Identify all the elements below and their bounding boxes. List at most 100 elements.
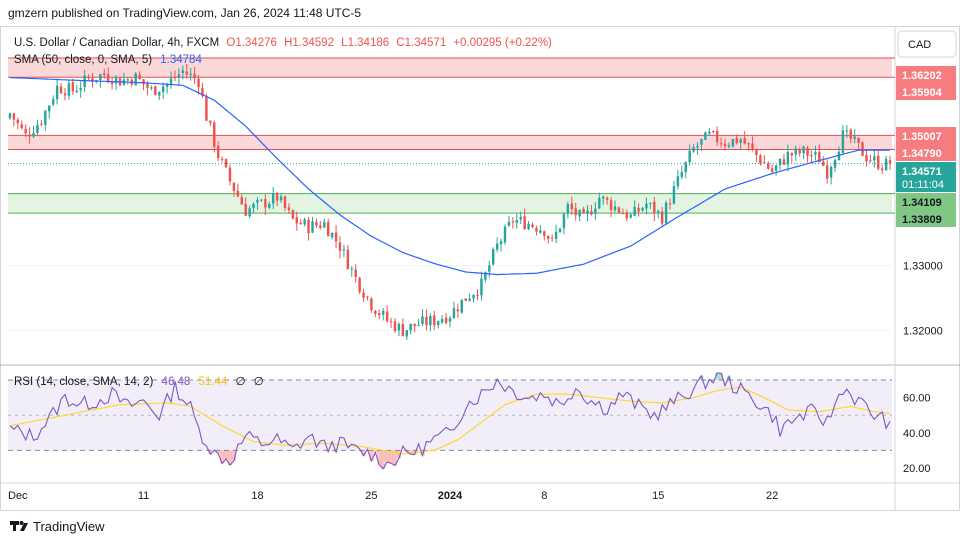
zone-3	[8, 193, 892, 214]
time-tick-label: 25	[365, 490, 377, 502]
candle-body	[700, 139, 703, 145]
candle-body	[837, 151, 841, 161]
candle-body	[798, 149, 801, 154]
candle-body	[79, 87, 82, 91]
sma-legend-value: 1.34784	[160, 54, 202, 66]
candle-body	[32, 133, 35, 137]
rsi-oversold-fill	[223, 450, 229, 459]
candle-body	[55, 85, 59, 100]
sma-line	[9, 77, 890, 276]
candle-body	[220, 158, 224, 160]
candle-body	[790, 153, 794, 156]
rsi-oversold-fill	[388, 450, 394, 464]
candle-body	[236, 190, 240, 197]
candle-body	[378, 313, 381, 316]
candle-body	[358, 277, 361, 292]
candle-body	[374, 310, 377, 314]
rsi-oversold-fill	[216, 450, 221, 454]
currency-button[interactable]: CAD	[897, 30, 957, 58]
time-tick-label: 15	[652, 490, 664, 502]
candle-body	[731, 139, 735, 147]
candle-body	[158, 91, 161, 96]
zone-2	[8, 135, 892, 150]
svg-text:1.34790: 1.34790	[902, 148, 942, 160]
candle-body	[708, 131, 711, 134]
candle-body	[303, 219, 306, 225]
candle-body	[8, 113, 12, 119]
candle-body	[605, 197, 609, 200]
candle-body	[224, 159, 228, 167]
candle-body	[558, 228, 562, 233]
candle-body	[491, 249, 495, 265]
rsi-oversold-fill	[381, 450, 386, 469]
rsi-oversold-fill	[392, 450, 398, 466]
candle-body	[649, 202, 652, 204]
candle-body	[350, 268, 353, 270]
candle-body	[330, 233, 334, 238]
svg-text:1.36202: 1.36202	[902, 70, 942, 82]
candle-body	[668, 203, 672, 205]
candle-body	[311, 221, 314, 233]
candle-body	[342, 249, 346, 251]
candle-body	[201, 88, 204, 97]
candle-body	[715, 130, 719, 143]
candle-body	[570, 203, 574, 210]
candle-body	[582, 208, 585, 214]
candle-body	[315, 222, 318, 226]
price-tick-label: 1.32000	[903, 325, 943, 337]
candle-body	[495, 243, 499, 250]
candle-body	[307, 219, 310, 234]
candle-body	[499, 241, 503, 245]
candle-body	[460, 299, 464, 313]
candle-body	[193, 73, 196, 79]
price-gridlines	[8, 264, 892, 331]
candle-body	[810, 155, 813, 157]
rsi-oversold-fill	[385, 450, 390, 462]
time-tick-label: 11	[138, 490, 149, 502]
candle-body	[338, 242, 342, 251]
tradingview-logo: TradingView	[10, 519, 105, 534]
candle-body	[36, 124, 39, 134]
candlestick-series	[8, 63, 892, 341]
price-axis-ticks: 1.32000 1.33000	[903, 260, 943, 337]
candle-body	[841, 130, 845, 153]
candle-body	[613, 206, 617, 211]
candle-body	[181, 70, 185, 74]
candle-body	[165, 83, 169, 87]
candle-body	[877, 155, 880, 169]
candle-body	[63, 93, 67, 96]
candle-body	[507, 221, 511, 226]
candle-body	[264, 199, 267, 208]
rsi-oversold-fill	[208, 450, 213, 455]
candle-body	[425, 316, 428, 326]
candle-body	[232, 182, 236, 191]
candle-body	[566, 204, 570, 214]
tradingview-brand: TradingView	[33, 519, 105, 534]
candle-body	[448, 317, 452, 322]
candle-body	[295, 217, 298, 224]
candle-body	[389, 321, 393, 323]
candle-body	[609, 200, 613, 211]
rsi-overbought-oversold-fills	[208, 372, 732, 469]
candle-body	[515, 220, 519, 223]
candle-body	[598, 197, 601, 209]
candle-body	[723, 143, 727, 147]
svg-text:SMA (50, close, 0, SMA, 5): SMA (50, close, 0, SMA, 5) 1.34784	[14, 54, 202, 66]
candle-body	[362, 292, 365, 298]
candle-body	[747, 143, 750, 145]
candle-body	[488, 265, 491, 272]
time-tick-label: 18	[251, 490, 263, 502]
candle-body	[405, 330, 409, 337]
candle-body	[727, 145, 731, 147]
candle-body	[421, 316, 424, 325]
candle-body	[99, 74, 102, 81]
candle-body	[299, 222, 302, 225]
candle-body	[51, 99, 55, 105]
candle-body	[739, 139, 742, 143]
countdown-label: 01:11:04	[902, 179, 944, 191]
candle-body	[87, 76, 90, 79]
candle-body	[24, 128, 27, 134]
rsi-tick-label: 60.00	[903, 393, 931, 405]
rsi-sma-legend-value: 51.44	[199, 376, 228, 388]
candle-body	[712, 131, 715, 133]
